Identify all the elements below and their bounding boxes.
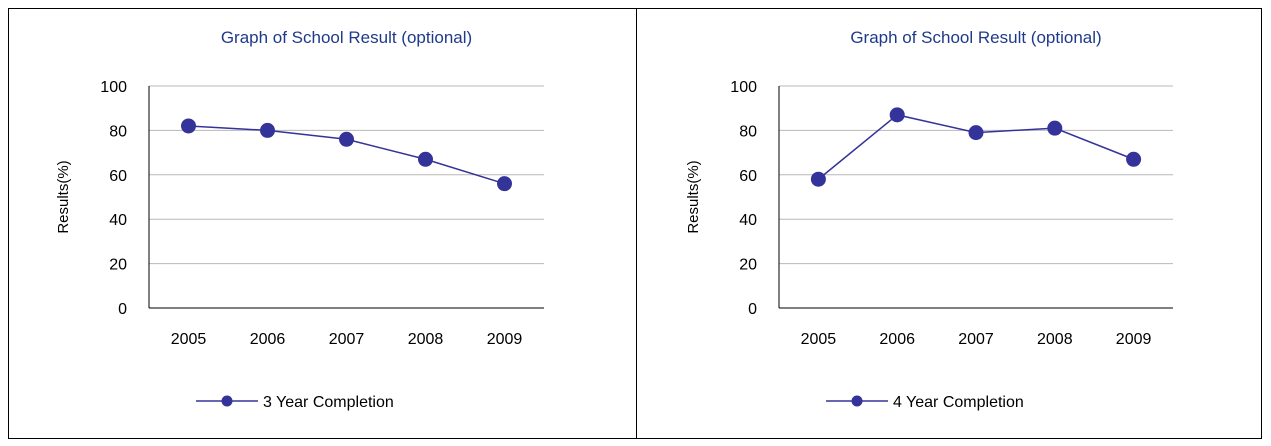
data-point [889,107,905,123]
legend-marker [221,395,233,407]
x-tick-label: 2005 [171,331,207,348]
legend-label: 3 Year Completion [263,394,394,411]
data-point [181,118,196,134]
data-point [1126,151,1142,167]
y-tick-label: 0 [748,301,757,318]
y-tick-label: 20 [739,257,757,274]
x-tick-label: 2009 [1116,331,1152,348]
y-axis-label: Results(%) [55,160,72,233]
data-point [260,122,275,138]
y-tick-label: 100 [100,79,127,96]
x-tick-label: 2006 [250,331,286,348]
legend-marker [851,395,863,407]
data-point [810,171,826,187]
y-axis-label: Results(%) [685,160,702,233]
chart-panel-3-year: Graph of School Result (optional) 0 20 40 60… [8,8,636,439]
x-tick-label: 2008 [408,331,444,348]
chart-3-year-completion: Graph of School Result (optional) 0 20 40 60… [8,8,636,439]
data-point [1047,120,1063,136]
data-point [418,151,433,167]
y-tick-label: 100 [730,79,757,96]
x-tick-label: 2007 [958,331,994,348]
data-point [497,176,512,192]
chart-border [8,8,636,439]
chart-title: Graph of School Result (optional) [850,28,1101,47]
y-tick-label: 60 [739,168,757,185]
series-line [817,114,1134,180]
chart-4-year-completion: Graph of School Result (optional) 0 20 40 60… [636,8,1262,439]
chart-title: Graph of School Result (optional) [221,28,472,47]
x-tick-label: 2009 [487,331,523,348]
chart-border [636,8,1262,439]
y-tick-label: 80 [109,123,127,140]
data-point [968,125,984,141]
data-point [339,131,354,147]
y-tick-label: 0 [118,301,127,318]
legend-label: 4 Year Completion [893,394,1024,411]
chart-panel-4-year: Graph of School Result (optional) 0 20 40 60… [636,0,1271,446]
y-tick-label: 60 [109,168,127,185]
x-tick-label: 2008 [1037,331,1073,348]
x-tick-label: 2005 [801,331,837,348]
y-tick-label: 40 [739,212,757,229]
x-tick-label: 2007 [329,331,365,348]
y-tick-label: 80 [739,123,757,140]
y-tick-label: 40 [109,212,127,229]
y-tick-label: 20 [109,257,127,274]
x-tick-label: 2006 [879,331,915,348]
